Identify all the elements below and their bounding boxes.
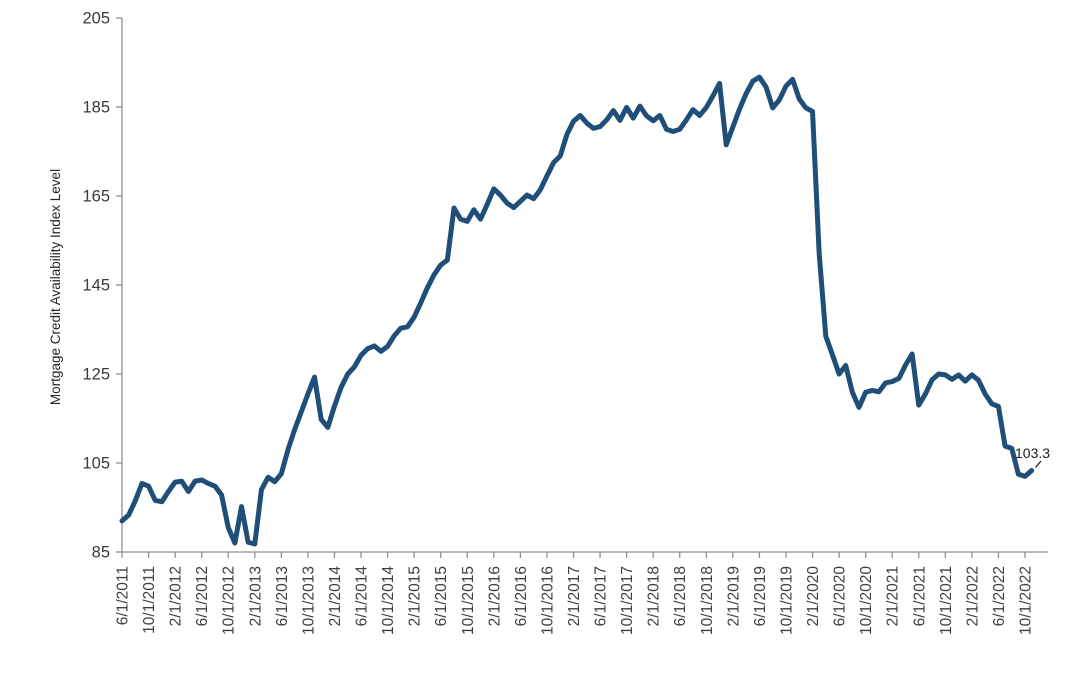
y-axis-title: Mortgage Credit Availability Index Level [48, 169, 63, 405]
x-tick-label: 6/1/2022 [991, 566, 1008, 626]
x-tick-label: 2/1/2013 [247, 566, 264, 626]
x-tick-label: 10/1/2017 [619, 566, 636, 635]
x-tick-label: 2/1/2022 [964, 566, 981, 626]
y-tick-label: 185 [82, 99, 110, 117]
annotation-leader-line [1035, 460, 1042, 468]
x-tick-label: 6/1/2013 [274, 566, 291, 626]
y-axis-ticks: 85 105 125 145 165 185 205 [82, 10, 122, 562]
x-tick-label: 10/1/2020 [858, 566, 875, 635]
x-tick-label: 6/1/2020 [832, 566, 849, 627]
x-tick-label: 2/1/2021 [885, 566, 902, 626]
x-tick-label: 2/1/2019 [725, 566, 742, 626]
x-tick-label: 10/1/2013 [300, 566, 317, 635]
x-tick-label: 6/1/2011 [115, 566, 132, 625]
axis-lines [121, 18, 1048, 553]
x-tick-label: 10/1/2012 [221, 566, 238, 635]
x-tick-label: 2/1/2016 [486, 566, 503, 626]
x-tick-label: 6/1/2012 [194, 566, 211, 626]
y-tick-label: 145 [82, 277, 110, 295]
x-tick-label: 6/1/2018 [672, 566, 689, 626]
x-tick-label: 6/1/2015 [433, 566, 450, 626]
last-point-data-label: 103.3 [1015, 445, 1050, 461]
x-tick-label: 10/1/2021 [938, 566, 955, 635]
y-tick-label: 165 [82, 188, 110, 206]
x-tick-label: 10/1/2018 [699, 566, 716, 635]
x-tick-label: 2/1/2017 [566, 566, 583, 626]
x-tick-label: 10/1/2011 [141, 566, 158, 634]
x-tick-label: 6/1/2017 [593, 566, 610, 626]
x-tick-label: 10/1/2022 [1018, 566, 1035, 635]
mcai-line-series [119, 74, 1035, 547]
x-tick-label: 2/1/2012 [168, 566, 185, 626]
x-tick-label: 10/1/2015 [460, 566, 477, 635]
x-tick-label: 10/1/2016 [539, 566, 556, 635]
x-tick-label: 2/1/2015 [407, 566, 424, 626]
x-tick-label: 2/1/2018 [646, 566, 663, 626]
x-tick-label: 6/1/2019 [752, 566, 769, 626]
x-tick-label: 6/1/2014 [354, 566, 371, 627]
x-axis-ticks: 6/1/2011 10/1/2011 2/1/2012 6/1/2012 10/1/20… [115, 552, 1035, 635]
y-tick-label: 105 [82, 455, 110, 473]
x-tick-label: 2/1/2020 [805, 566, 822, 627]
y-tick-label: 205 [82, 10, 110, 28]
x-tick-label: 2/1/2014 [327, 566, 344, 627]
x-tick-label: 6/1/2016 [513, 566, 530, 626]
y-tick-label: 125 [82, 366, 110, 384]
y-tick-label: 85 [92, 544, 110, 562]
x-tick-label: 10/1/2014 [380, 566, 397, 635]
x-tick-label: 10/1/2019 [778, 566, 795, 635]
x-tick-label: 6/1/2021 [911, 566, 928, 626]
